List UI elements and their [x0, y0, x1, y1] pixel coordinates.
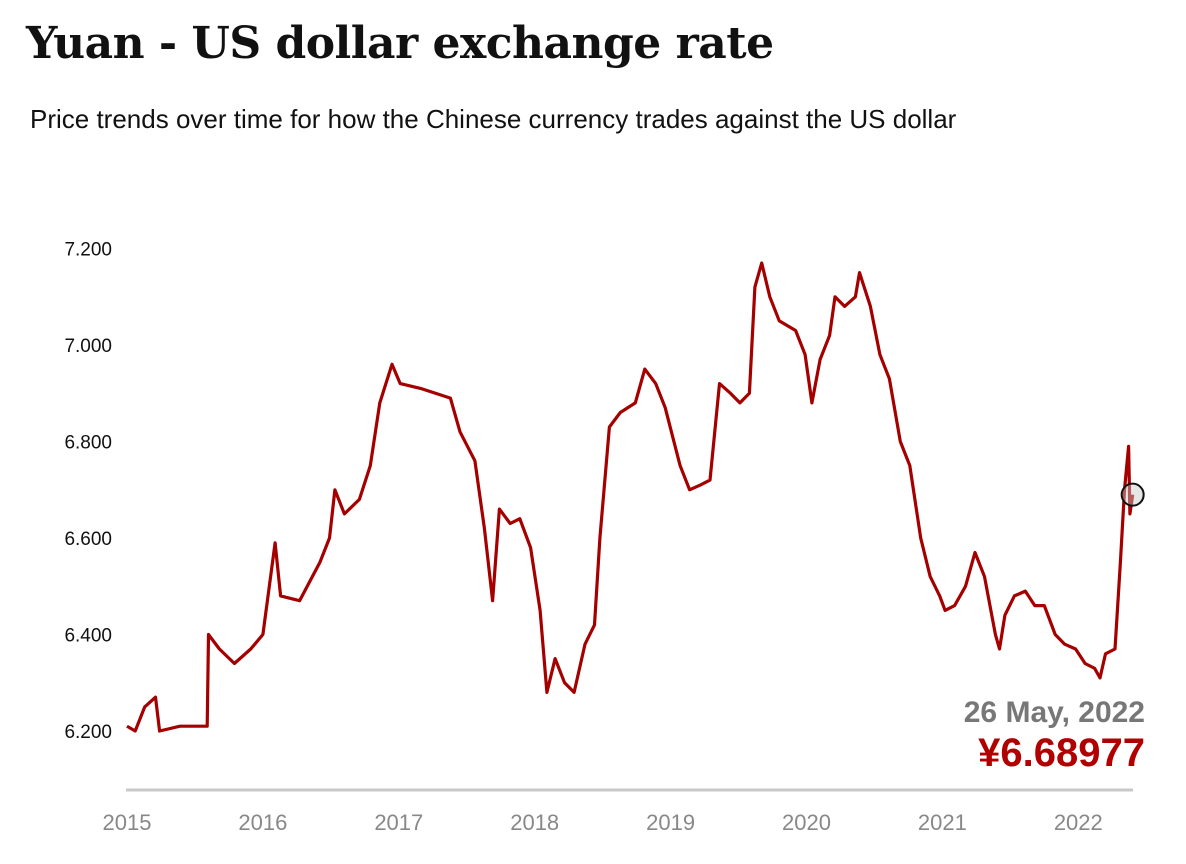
y-tick-label: 6.200 — [64, 722, 112, 743]
series-line — [126, 261, 1135, 733]
y-tick-label: 7.000 — [64, 336, 112, 357]
x-tick-label: 2015 — [103, 810, 152, 835]
current-value-marker[interactable] — [1120, 482, 1145, 507]
y-tick-label: 6.800 — [64, 433, 112, 454]
x-tick-label: 2019 — [646, 810, 695, 835]
x-tick-label: 2021 — [918, 810, 967, 835]
chart-title: Yuan - US dollar exchange rate — [26, 18, 774, 69]
annotation-date: 26 May, 2022 — [964, 696, 1145, 729]
x-tick-label: 2018 — [510, 810, 559, 835]
x-tick-label: 2016 — [238, 810, 287, 835]
x-tick-label: 2022 — [1054, 810, 1103, 835]
y-tick-label: 7.200 — [64, 240, 112, 261]
x-tick-label: 2017 — [374, 810, 423, 835]
y-tick-label: 6.400 — [64, 626, 112, 647]
annotation-value: ¥6.68977 — [978, 731, 1145, 775]
y-tick-label: 6.600 — [64, 529, 112, 550]
chart-subtitle: Price trends over time for how the Chine… — [30, 104, 957, 134]
x-tick-label: 2020 — [782, 810, 831, 835]
